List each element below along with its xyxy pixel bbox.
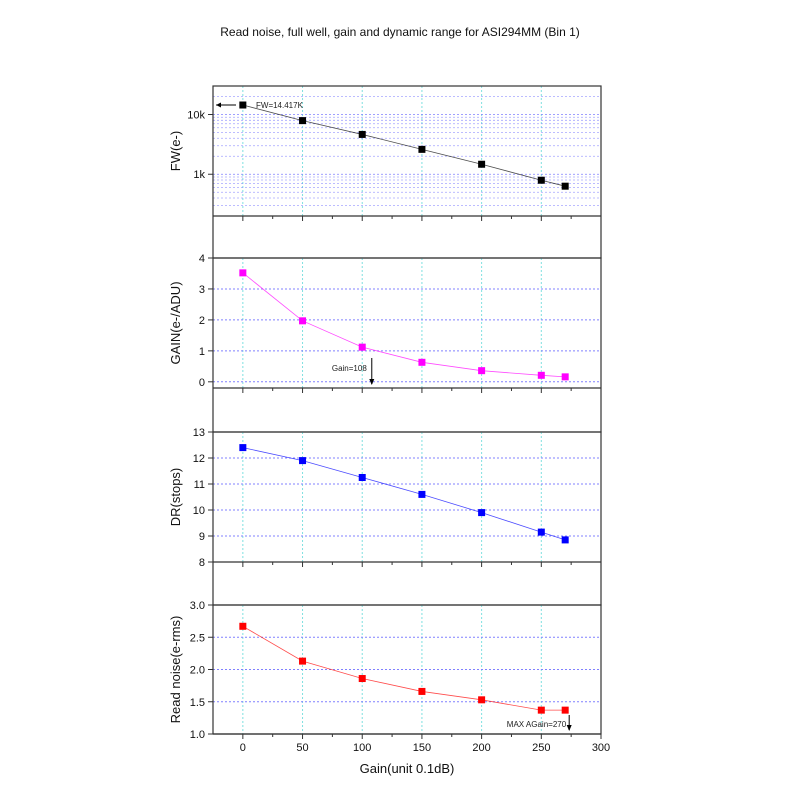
data-point bbox=[418, 145, 426, 153]
y-tick-label: 9 bbox=[199, 531, 205, 543]
data-point bbox=[561, 373, 569, 381]
x-tick-label: 100 bbox=[353, 742, 371, 754]
x-tick-label: 250 bbox=[532, 742, 550, 754]
y-tick-label: 11 bbox=[194, 479, 205, 491]
panel-0: 1k 10k FW(e-) FW=14.417K bbox=[168, 85, 602, 259]
data-point bbox=[299, 117, 307, 125]
data-point bbox=[299, 317, 307, 325]
y-tick-label: 2 bbox=[199, 315, 205, 327]
y-tick-label: 13 bbox=[193, 427, 205, 439]
x-tick-label: 50 bbox=[296, 742, 308, 754]
annotation-label: MAX AGain=270 bbox=[507, 720, 567, 729]
y-tick-label: 3.0 bbox=[190, 600, 205, 612]
y-axis-label: DR(stops) bbox=[168, 468, 183, 527]
chart-title: Read noise, full well, gain and dynamic … bbox=[220, 25, 580, 39]
data-point bbox=[358, 675, 366, 683]
data-point bbox=[358, 343, 366, 351]
data-point bbox=[299, 657, 307, 665]
x-tick-label: 200 bbox=[472, 742, 490, 754]
y-tick-label: 1k bbox=[193, 169, 205, 181]
data-point bbox=[478, 696, 486, 704]
y-tick-label: 4 bbox=[199, 253, 205, 265]
annotation-label: FW=14.417K bbox=[256, 101, 304, 110]
y-axis-label: FW(e-) bbox=[168, 131, 183, 171]
data-point bbox=[537, 371, 545, 379]
arrow-head-icon bbox=[216, 102, 221, 108]
data-point bbox=[358, 130, 366, 138]
data-point bbox=[239, 101, 247, 109]
panel-1: 0 1 2 3 4 GAIN(e-/ADU) Gain=108 bbox=[168, 253, 602, 433]
series-line bbox=[242, 625, 566, 711]
data-point bbox=[239, 622, 247, 630]
y-tick-label: 0 bbox=[199, 377, 205, 389]
data-point bbox=[418, 490, 426, 498]
y-axis-label: Read noise(e-rms) bbox=[168, 616, 183, 724]
data-point bbox=[478, 160, 486, 168]
data-point bbox=[561, 182, 569, 190]
y-tick-label: 2.0 bbox=[190, 665, 205, 677]
panel-frame bbox=[212, 85, 602, 259]
data-point bbox=[537, 176, 545, 184]
x-tick-label: 150 bbox=[413, 742, 431, 754]
data-point bbox=[239, 269, 247, 277]
annotation-label: Gain=108 bbox=[332, 364, 367, 373]
y-tick-label: 1.0 bbox=[190, 729, 205, 741]
data-point bbox=[358, 474, 366, 481]
data-point bbox=[478, 509, 486, 517]
series-line bbox=[242, 104, 566, 187]
data-point bbox=[478, 367, 486, 375]
data-point bbox=[239, 444, 247, 452]
data-point bbox=[537, 706, 545, 714]
x-axis-label: Gain(unit 0.1dB) bbox=[360, 761, 455, 776]
data-point bbox=[561, 536, 569, 544]
data-point bbox=[561, 706, 569, 714]
y-tick-label: 8 bbox=[199, 557, 205, 569]
data-point bbox=[418, 358, 426, 366]
y-axis-label: GAIN(e-/ADU) bbox=[168, 281, 183, 364]
data-point bbox=[537, 528, 545, 536]
x-tick-label: 300 bbox=[592, 742, 610, 754]
panel-2: 8 9 10 11 12 13 DR(stops) bbox=[168, 427, 602, 606]
y-tick-label: 10k bbox=[187, 110, 205, 122]
arrow-head-icon bbox=[369, 379, 375, 385]
data-point bbox=[299, 457, 307, 465]
y-tick-label: 1 bbox=[199, 346, 205, 358]
y-tick-label: 10 bbox=[193, 505, 205, 517]
series-line bbox=[242, 447, 566, 541]
panel-3: 1.0 1.5 2.0 2.5 3.0 Read noise(e-rms) MAX AGai… bbox=[168, 600, 602, 741]
series-line bbox=[242, 272, 566, 378]
arrow-head-icon bbox=[566, 725, 572, 731]
x-tick-label: 0 bbox=[240, 742, 246, 754]
panel-frame bbox=[212, 257, 602, 433]
y-tick-label: 3 bbox=[199, 284, 205, 296]
y-tick-label: 2.5 bbox=[190, 632, 205, 644]
data-point bbox=[418, 687, 426, 695]
y-tick-label: 1.5 bbox=[190, 697, 205, 709]
y-tick-label: 12 bbox=[193, 453, 205, 465]
